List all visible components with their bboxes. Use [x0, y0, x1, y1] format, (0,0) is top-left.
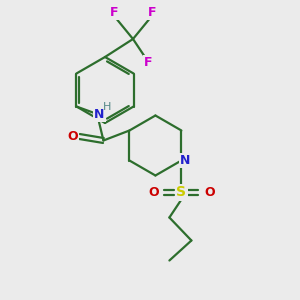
Text: O: O	[148, 186, 159, 199]
Text: F: F	[110, 5, 118, 19]
Text: F: F	[144, 56, 152, 68]
Text: S: S	[176, 185, 186, 200]
Text: O: O	[204, 186, 215, 199]
Text: N: N	[94, 108, 105, 121]
Text: H: H	[103, 103, 112, 112]
Text: N: N	[180, 154, 190, 167]
Text: O: O	[67, 130, 78, 143]
Text: F: F	[148, 5, 156, 19]
